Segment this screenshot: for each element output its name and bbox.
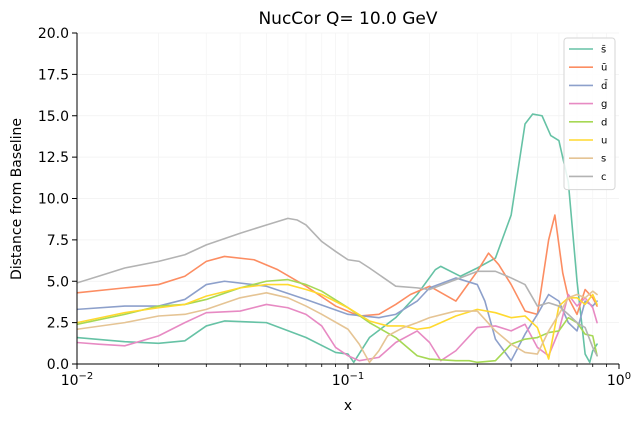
x-tick-label: 10−1 [332, 371, 365, 389]
grid [76, 32, 619, 365]
legend-box [563, 37, 616, 191]
series-line-5 [77, 278, 598, 364]
series-line-2 [77, 214, 598, 317]
chart-title: NucCor Q= 10.0 GeV [258, 9, 437, 29]
legend-label-3: d̄ [601, 79, 607, 92]
series-layer [77, 113, 598, 364]
y-tick-label: 17.5 [38, 67, 69, 83]
x-axis-label: x [344, 398, 352, 414]
legend-label-8: c [601, 172, 607, 183]
legend-label-4: g [601, 99, 607, 110]
series-line-7 [77, 290, 598, 364]
y-tick-label: 20.0 [38, 26, 69, 42]
y-axis-label: Distance from Baseline [9, 118, 25, 280]
series-line-4 [77, 293, 598, 362]
y-tick-label: 10.0 [38, 192, 69, 208]
y-tick-label: 12.5 [38, 150, 69, 166]
legend-label-5: d [601, 117, 607, 128]
y-tick-label: 15.0 [38, 109, 69, 125]
series-line-3 [77, 277, 598, 362]
series-line-8 [77, 217, 598, 357]
legend-label-1: s̄ [601, 45, 606, 56]
series-line-6 [77, 283, 598, 360]
x-tick-label: 10−2 [61, 371, 94, 389]
legend-label-2: ū [601, 63, 607, 74]
tick-layer: 0.0 2.5 5.0 7.5 10.0 12.5 15.0 17.5 20.0 10−2 10−1… [38, 26, 631, 389]
x-tick-label: 100 [607, 371, 631, 389]
y-tick-label: 0.0 [47, 357, 69, 373]
y-tick-label: 2.5 [47, 316, 69, 332]
y-tick-label: 7.5 [47, 233, 69, 249]
legend-label-6: u [601, 136, 607, 147]
legend-label-7: s [601, 154, 606, 165]
y-tick-label: 5.0 [47, 274, 69, 290]
